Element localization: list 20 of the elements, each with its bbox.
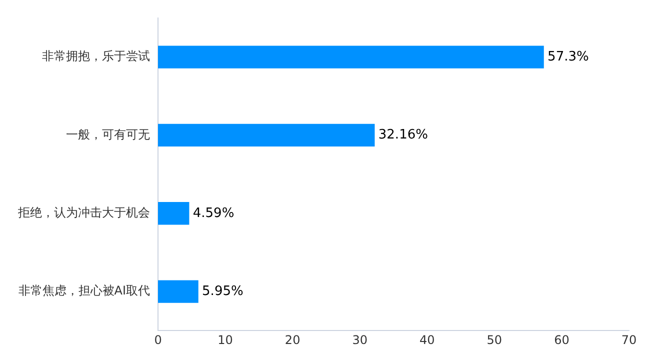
x-tick-label: 30 (352, 332, 368, 347)
x-tick-label: 0 (154, 332, 162, 347)
x-tick-label: 50 (486, 332, 502, 347)
x-tick-label: 10 (218, 332, 233, 347)
bar (158, 124, 375, 147)
data-label: 32.16% (378, 128, 428, 143)
y-tick-label: 一般，可有可无 (66, 127, 150, 142)
x-tick-label: 40 (420, 332, 435, 347)
data-label: 5.95% (202, 284, 244, 299)
bar (158, 280, 198, 303)
x-tick-label: 70 (621, 332, 637, 347)
x-tick-label: 20 (284, 332, 300, 347)
x-tick-label: 60 (554, 332, 570, 347)
data-label: 57.3% (548, 49, 589, 64)
y-tick-label: 拒绝，认为冲击大于机会 (17, 206, 150, 220)
y-tick-label: 非常焦虑，担心被AI取代 (18, 284, 150, 298)
bar (158, 202, 190, 225)
data-label: 4.59% (192, 206, 234, 221)
bar (158, 46, 544, 68)
y-tick-label: 非常拥抱，乐于尝试 (42, 49, 150, 64)
